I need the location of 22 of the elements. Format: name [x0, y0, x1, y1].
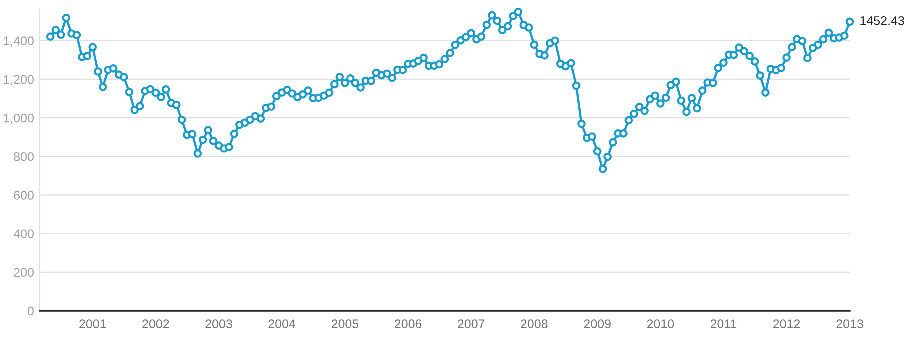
- x-tick-label: 2002: [142, 320, 170, 329]
- x-tick-label: 2009: [584, 320, 611, 329]
- x-tick-label: 2008: [521, 320, 548, 329]
- y-tick-label: 600: [14, 191, 34, 200]
- y-tick-label: 0: [28, 306, 34, 316]
- x-tick-label: 2003: [206, 320, 232, 329]
- x-tick-label: 2011: [710, 320, 737, 329]
- x-tick-label: 2004: [268, 320, 296, 329]
- x-tick-label: 2001: [80, 320, 106, 329]
- x-tick-label: 2006: [395, 320, 422, 329]
- x-tick-label: 2012: [774, 320, 800, 329]
- x-tick-label: 2005: [332, 320, 359, 329]
- x-tick-label: 2010: [647, 320, 674, 329]
- y-tick-label: 800: [14, 152, 34, 162]
- y-tick-label: 200: [14, 268, 34, 278]
- y-tick-label: 1,200: [4, 75, 34, 86]
- x-tick-label: 2013: [836, 320, 864, 329]
- y-tick-label: 1,400: [4, 36, 34, 47]
- y-tick-label: 1,000: [4, 114, 34, 124]
- x-tick-label: 2007: [458, 320, 485, 329]
- text: 1452.43: [860, 16, 904, 26]
- y-tick-label: 400: [14, 230, 34, 238]
